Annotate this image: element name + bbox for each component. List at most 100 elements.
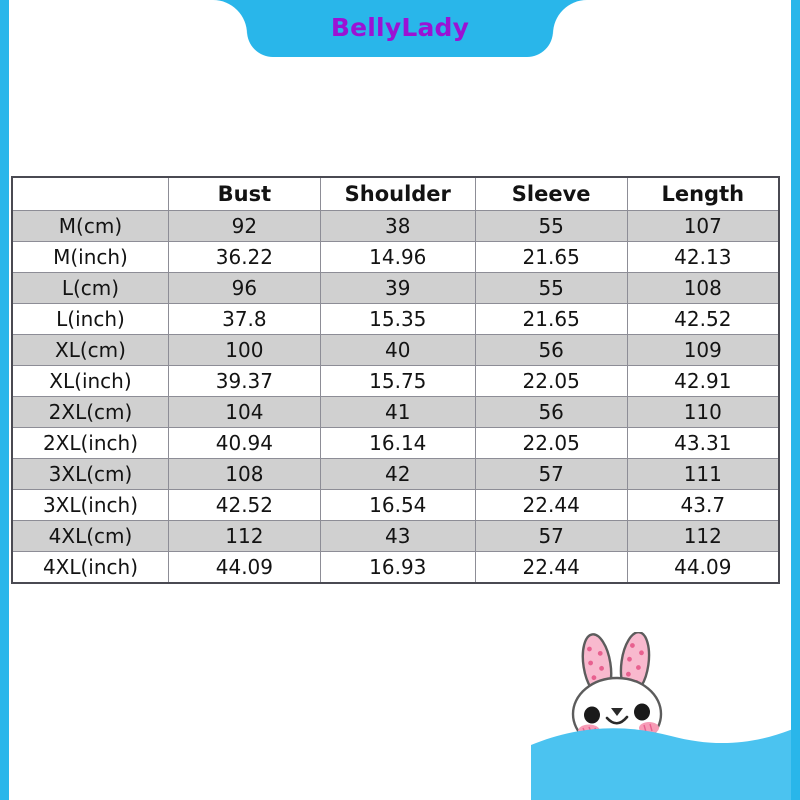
table-row: L(inch) 37.8 15.35 21.65 42.52 [11, 303, 780, 335]
shoulder-value: 16.14 [319, 427, 476, 459]
bust-value: 37.8 [167, 303, 321, 335]
size-label: 2XL(cm) [11, 396, 169, 428]
bunny-left-ear [581, 633, 613, 697]
table-row: XL(inch) 39.37 15.75 22.05 42.91 [11, 365, 780, 397]
size-label: 2XL(inch) [11, 427, 169, 459]
table-row: 4XL(inch) 44.09 16.93 22.44 44.09 [11, 551, 780, 584]
shoulder-value: 43 [319, 520, 476, 552]
length-value: 108 [626, 272, 780, 304]
bust-value: 100 [167, 334, 321, 366]
length-value: 43.7 [626, 489, 780, 521]
shoulder-value: 39 [319, 272, 476, 304]
length-value: 111 [626, 458, 780, 490]
shoulder-value: 38 [319, 210, 476, 242]
bunny-right-ear [619, 632, 651, 695]
shoulder-value: 42 [319, 458, 476, 490]
bunny-right-cheek [639, 722, 659, 734]
bust-value: 92 [167, 210, 321, 242]
sleeve-value: 21.65 [474, 303, 628, 335]
column-header-sleeve: Sleeve [474, 176, 628, 211]
table-row: 2XL(inch) 40.94 16.14 22.05 43.31 [11, 427, 780, 459]
column-header-size [11, 176, 169, 211]
sleeve-value: 57 [474, 520, 628, 552]
bust-value: 42.52 [167, 489, 321, 521]
shoulder-value: 15.35 [319, 303, 476, 335]
bust-value: 39.37 [167, 365, 321, 397]
banner-left-shoulder [213, 0, 247, 34]
bust-value: 108 [167, 458, 321, 490]
length-value: 109 [626, 334, 780, 366]
sleeve-value: 56 [474, 396, 628, 428]
table-row: L(cm) 96 39 55 108 [11, 272, 780, 304]
left-blue-rail [0, 0, 9, 800]
size-label: XL(inch) [11, 365, 169, 397]
column-header-length: Length [626, 176, 780, 211]
bunny-left-ear-dots [587, 646, 607, 686]
shoulder-value: 40 [319, 334, 476, 366]
table-row: 3XL(inch) 42.52 16.54 22.44 43.7 [11, 489, 780, 521]
length-value: 44.09 [626, 551, 780, 584]
size-label: L(cm) [11, 272, 169, 304]
right-blue-rail [791, 0, 800, 800]
sleeve-value: 56 [474, 334, 628, 366]
table-row: M(inch) 36.22 14.96 21.65 42.13 [11, 241, 780, 273]
banner-right-shoulder [553, 0, 587, 34]
size-label: M(inch) [11, 241, 169, 273]
column-header-shoulder: Shoulder [319, 176, 476, 211]
shoulder-value: 16.93 [319, 551, 476, 584]
bust-value: 96 [167, 272, 321, 304]
size-label: 4XL(cm) [11, 520, 169, 552]
table-header-row: Bust Shoulder Sleeve Length [11, 176, 780, 211]
bunny-right-eye [634, 703, 650, 721]
length-value: 112 [626, 520, 780, 552]
table-row: 2XL(cm) 104 41 56 110 [11, 396, 780, 428]
bunny-nose [611, 708, 623, 716]
bunny-left-eye [584, 706, 600, 724]
table-row: 3XL(cm) 108 42 57 111 [11, 458, 780, 490]
table-row: XL(cm) 100 40 56 109 [11, 334, 780, 366]
column-header-bust: Bust [167, 176, 321, 211]
size-label: XL(cm) [11, 334, 169, 366]
shoulder-value: 41 [319, 396, 476, 428]
size-chart: Bust Shoulder Sleeve Length M(cm) 92 38 55 1… [11, 176, 780, 584]
brand-title: BellyLady [330, 13, 470, 42]
bust-value: 40.94 [167, 427, 321, 459]
bust-value: 104 [167, 396, 321, 428]
blue-wave-shape [531, 728, 791, 800]
sleeve-value: 22.05 [474, 365, 628, 397]
sleeve-value: 22.44 [474, 489, 628, 521]
sleeve-value: 22.44 [474, 551, 628, 584]
sleeve-value: 55 [474, 272, 628, 304]
length-value: 42.52 [626, 303, 780, 335]
size-label: 3XL(cm) [11, 458, 169, 490]
brand-banner: BellyLady [247, 0, 553, 57]
bunny-mascot-icon [571, 632, 663, 752]
length-value: 107 [626, 210, 780, 242]
table-row: 4XL(cm) 112 43 57 112 [11, 520, 780, 552]
length-value: 110 [626, 396, 780, 428]
size-label: 3XL(inch) [11, 489, 169, 521]
size-label: M(cm) [11, 210, 169, 242]
shoulder-value: 16.54 [319, 489, 476, 521]
mascot-decoration [531, 600, 791, 800]
bunny-right-ear-dots [625, 643, 644, 685]
length-value: 42.13 [626, 241, 780, 273]
size-label: 4XL(inch) [11, 551, 169, 584]
bunny-head [571, 676, 663, 752]
size-chart-table: Bust Shoulder Sleeve Length M(cm) 92 38 55 1… [11, 176, 780, 584]
length-value: 43.31 [626, 427, 780, 459]
shoulder-value: 14.96 [319, 241, 476, 273]
size-label: L(inch) [11, 303, 169, 335]
sleeve-value: 55 [474, 210, 628, 242]
bust-value: 44.09 [167, 551, 321, 584]
bust-value: 36.22 [167, 241, 321, 273]
sleeve-value: 21.65 [474, 241, 628, 273]
sleeve-value: 57 [474, 458, 628, 490]
sleeve-value: 22.05 [474, 427, 628, 459]
bust-value: 112 [167, 520, 321, 552]
bunny-mouth [605, 715, 629, 725]
bunny-left-cheek [578, 724, 600, 738]
shoulder-value: 15.75 [319, 365, 476, 397]
table-row: M(cm) 92 38 55 107 [11, 210, 780, 242]
